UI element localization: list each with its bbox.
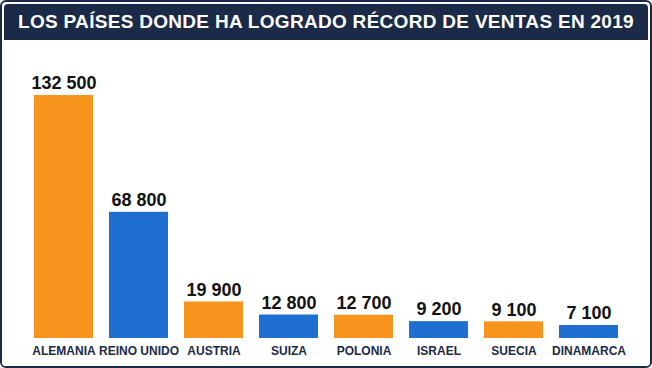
svg-text:SUIZA: SUIZA: [271, 344, 307, 358]
svg-text:132 500: 132 500: [31, 73, 96, 93]
svg-text:ALEMANIA: ALEMANIA: [32, 344, 96, 358]
svg-text:AUSTRIA: AUSTRIA: [187, 344, 241, 358]
svg-text:REINO UNIDO: REINO UNIDO: [99, 344, 179, 358]
svg-text:9 200: 9 200: [416, 299, 461, 319]
svg-text:SUECIA: SUECIA: [491, 344, 537, 358]
svg-text:7 100: 7 100: [566, 303, 611, 323]
svg-text:9 100: 9 100: [491, 300, 536, 320]
svg-text:DINAMARCA: DINAMARCA: [552, 344, 626, 358]
svg-text:12 800: 12 800: [261, 293, 316, 313]
svg-text:19 900: 19 900: [186, 280, 241, 300]
html-text:LOS PAÍSES DONDE HA LOGRADO RÉ: LOS PAÍSES DONDE HA LOGRADO RÉCORD DE VE…: [18, 11, 634, 32]
svg-text:ISRAEL: ISRAEL: [417, 344, 461, 358]
svg-text:POLONIA: POLONIA: [337, 344, 392, 358]
svg-text:68 800: 68 800: [111, 190, 166, 210]
svg-text:12 700: 12 700: [336, 293, 391, 313]
